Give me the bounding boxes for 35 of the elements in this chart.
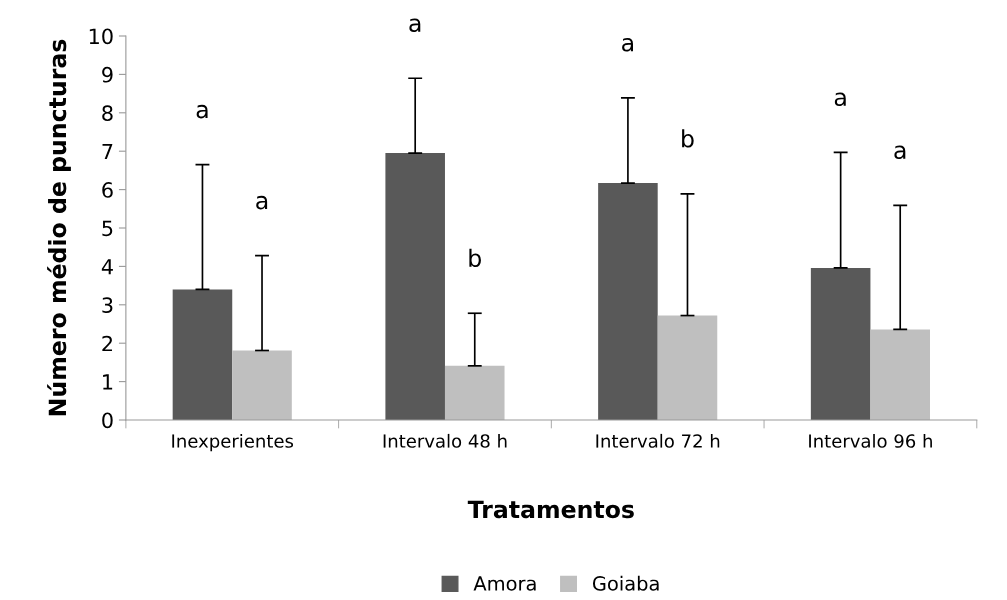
bar [810, 267, 871, 420]
annotation: a [196, 104, 208, 119]
annotation: b [682, 129, 694, 148]
y-tick-label: 0 [102, 412, 113, 429]
annotation: a [834, 92, 846, 107]
y-tick-label: 8 [102, 105, 113, 122]
annotation: b [469, 248, 481, 268]
y-tick-label: 4 [101, 259, 113, 275]
y-tick-label: 9 [102, 66, 113, 83]
legend-label: Goiaba [592, 575, 659, 591]
y-tick-label: 2 [102, 335, 112, 352]
bar [385, 153, 445, 420]
x-tick-label: Intervalo 96 h [809, 433, 932, 448]
x-tick-label: Intervalo 72 h [596, 433, 720, 448]
bar [232, 350, 292, 420]
annotation: a [622, 38, 634, 52]
y-tick-label: 3 [102, 297, 113, 314]
x-tick-label: Inexperientes [172, 433, 294, 452]
y-tick-label: 5 [102, 220, 113, 237]
bar [870, 329, 930, 420]
y-tick-label: 7 [102, 143, 113, 160]
y-tick-label: 10 [89, 28, 113, 45]
bar [657, 315, 718, 420]
bar [172, 289, 233, 420]
legend-label: Amora [473, 576, 536, 591]
bar [598, 183, 658, 420]
y-tick-label: 6 [102, 182, 113, 198]
y-tick-label: 1 [103, 374, 113, 390]
x-tick-label: Intervalo 48 h [383, 433, 507, 448]
text: a [409, 18, 421, 32]
x-axis-title: Tratamentos [467, 500, 634, 519]
y-axis-title: Número médio de puncturas [47, 39, 71, 416]
bar [444, 365, 505, 420]
annotation: a [894, 145, 906, 160]
annotation: a [256, 195, 268, 210]
